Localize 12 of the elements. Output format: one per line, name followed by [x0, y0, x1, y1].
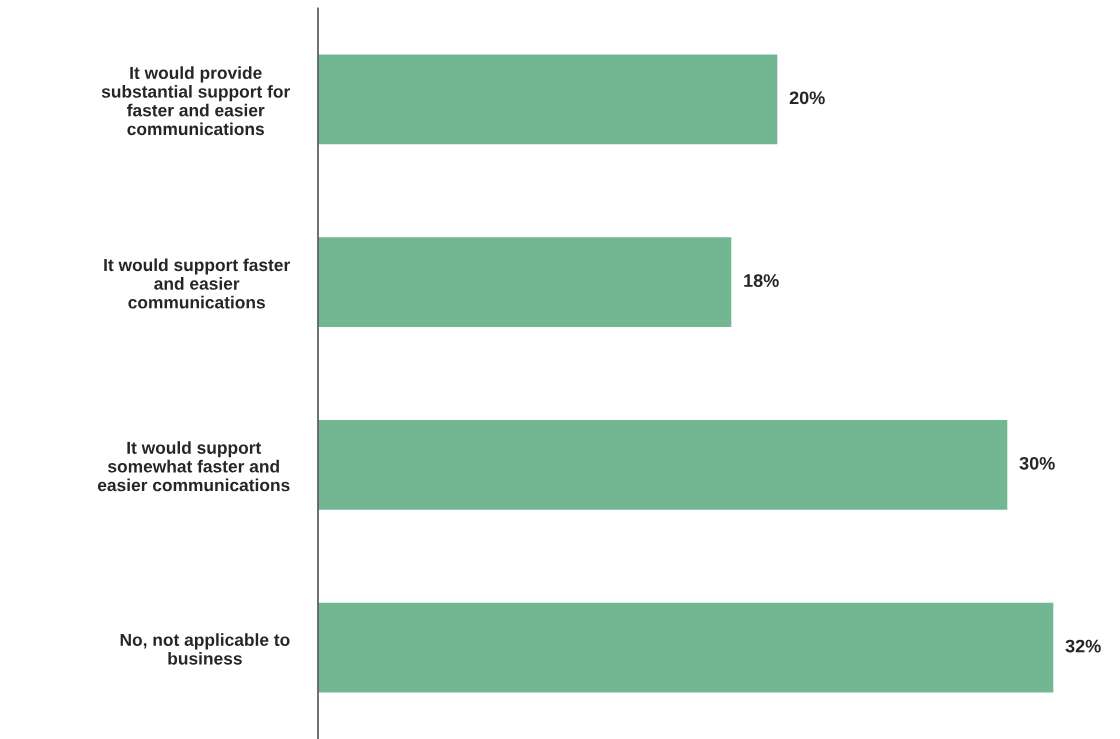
data-label: 32% — [1065, 639, 1101, 653]
data-label: 18% — [744, 274, 779, 287]
bar — [318, 418, 1009, 512]
bar — [318, 235, 733, 329]
data-label: 30% — [1019, 456, 1055, 470]
bar — [318, 601, 1054, 695]
y-tick-label: It would provide substantial support for faster and easier communications — [101, 66, 290, 136]
bar — [318, 52, 779, 146]
y-tick-label: No, not applicable to business — [120, 633, 290, 665]
y-tick-label: It would support somewhat faster and easier communications — [97, 441, 290, 492]
data-label: 20% — [789, 91, 825, 105]
y-tick-label: It would support faster and easier communications — [104, 258, 290, 309]
